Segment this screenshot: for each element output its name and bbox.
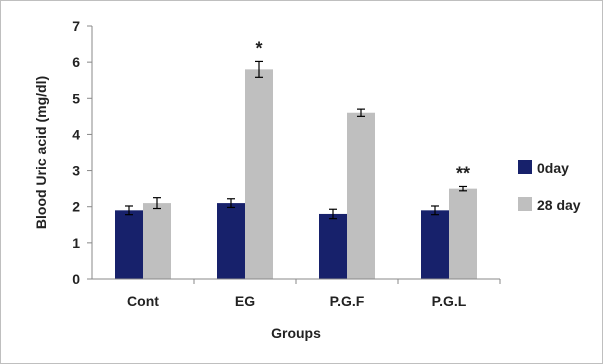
legend-swatch xyxy=(518,160,532,174)
x-tick-label: EG xyxy=(235,293,255,309)
y-tick-label: 1 xyxy=(72,235,80,251)
x-tick-label: Cont xyxy=(127,293,159,309)
error-bars xyxy=(125,60,467,220)
legend-swatch xyxy=(518,197,532,211)
bar xyxy=(347,112,375,279)
bar xyxy=(319,213,347,279)
y-tick-label: 6 xyxy=(72,54,80,70)
bar xyxy=(449,188,477,279)
y-tick-label: 2 xyxy=(72,199,80,215)
bar xyxy=(421,210,449,279)
x-axis-ticks: Cont EG P.G.F P.G.L xyxy=(127,279,501,309)
x-tick-label: P.G.L xyxy=(432,293,467,309)
legend-label: 0day xyxy=(537,160,569,176)
bar xyxy=(115,210,143,279)
bar xyxy=(143,203,171,279)
y-tick-label: 5 xyxy=(72,90,80,106)
significance-marker: * xyxy=(255,38,262,58)
significance-marker: ** xyxy=(456,163,470,183)
legend-label: 28 day xyxy=(537,197,581,213)
y-axis-label: Blood Uric acid (mg/dl) xyxy=(33,76,49,229)
bar xyxy=(245,69,273,279)
y-tick-label: 4 xyxy=(72,126,80,142)
x-axis-label: Groups xyxy=(271,325,321,341)
y-tick-label: 7 xyxy=(72,18,80,34)
bar xyxy=(217,203,245,279)
y-axis-ticks: 0 1 2 3 4 5 6 7 xyxy=(72,18,92,287)
significance-annotations: *** xyxy=(255,38,470,183)
y-tick-label: 3 xyxy=(72,163,80,179)
y-tick-label: 0 xyxy=(72,271,80,287)
x-tick-label: P.G.F xyxy=(330,293,365,309)
legend: 0day 28 day xyxy=(518,160,581,213)
bar-series xyxy=(115,69,477,279)
